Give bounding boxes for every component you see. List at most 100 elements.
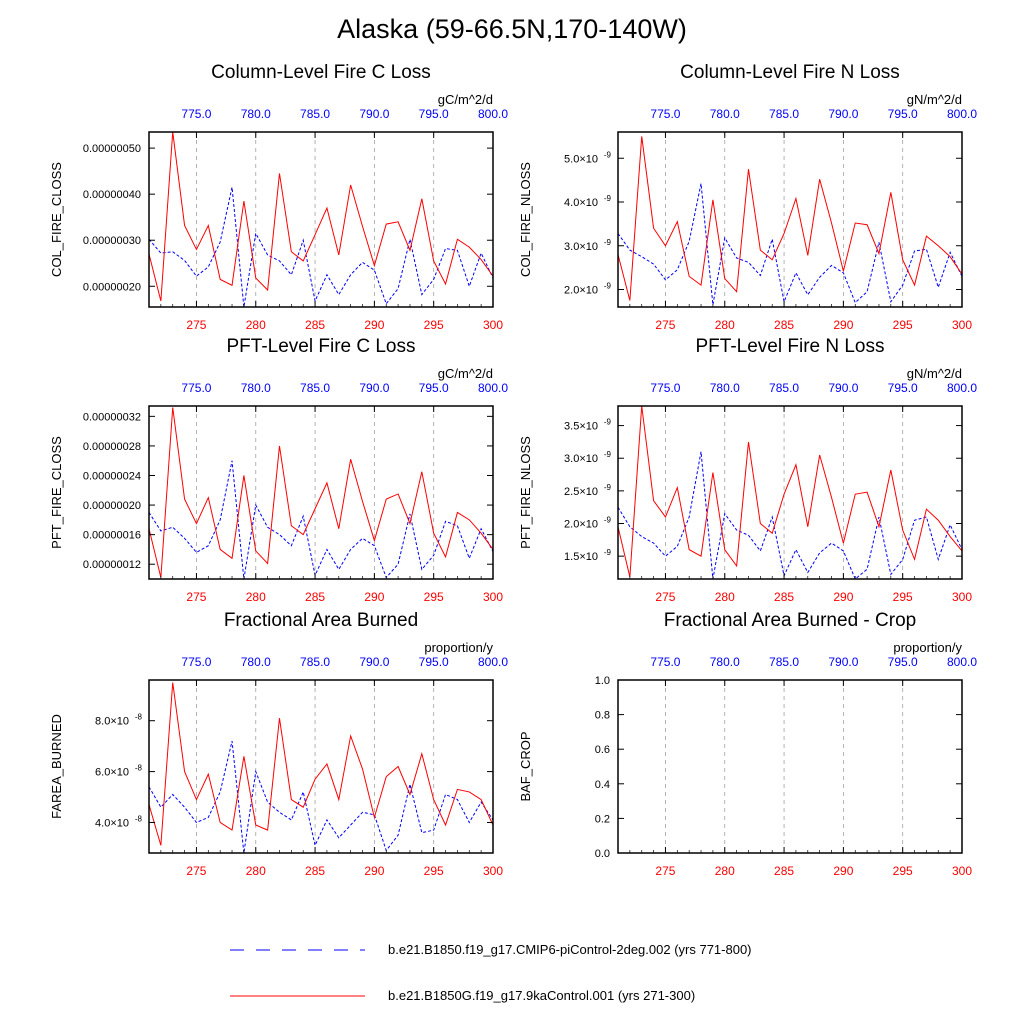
x-tick-label: 290 <box>364 590 384 604</box>
x-top-tick-label: 795.0 <box>419 381 449 395</box>
x-top-tick-label: 780.0 <box>710 381 740 395</box>
units-label: gC/m^2/d <box>438 366 493 381</box>
y-tick-label: 6.0×10 <box>95 767 129 779</box>
y-tick-label: 4.0×10 <box>95 817 129 829</box>
x-top-tick-label: 790.0 <box>359 655 389 669</box>
y-tick-label: 2.0×10 <box>564 285 598 297</box>
x-top-tick-label: 790.0 <box>828 655 858 669</box>
x-tick-label: 280 <box>246 864 266 878</box>
y-tick-label: 3.5×10 <box>564 421 598 433</box>
y-tick-label: 0.00000020 <box>83 500 141 512</box>
units-label: gN/m^2/d <box>907 92 962 107</box>
legend-line-dashed <box>230 949 365 951</box>
y-tick-label: 0.2 <box>595 813 610 825</box>
x-tick-label: 295 <box>893 864 913 878</box>
x-top-tick-label: 795.0 <box>888 107 918 121</box>
y-axis-label: BAF_CROP <box>518 731 533 801</box>
x-top-tick-label: 800.0 <box>478 381 508 395</box>
series-line-piControl <box>617 183 963 305</box>
x-top-tick-label: 780.0 <box>710 107 740 121</box>
y-tick-exponent: -9 <box>604 418 612 427</box>
series-line-piControl <box>617 451 963 580</box>
chart-panel-5: Fractional Area Burned proportion/y 275 280… <box>49 610 508 878</box>
x-tick-label: 290 <box>364 864 384 878</box>
y-tick-exponent: -8 <box>135 814 143 823</box>
series-line-piControl <box>148 187 494 308</box>
y-tick-label: 0.8 <box>595 710 610 722</box>
x-tick-label: 285 <box>774 590 794 604</box>
y-tick-label: 0.0 <box>595 848 610 860</box>
x-top-tick-label: 780.0 <box>241 107 271 121</box>
x-top-tick-label: 785.0 <box>300 655 330 669</box>
series-line-9kaControl <box>617 136 963 301</box>
y-tick-exponent: -8 <box>135 713 143 722</box>
y-tick-label: 0.00000016 <box>83 530 141 542</box>
x-top-tick-label: 785.0 <box>769 381 799 395</box>
y-tick-exponent: -9 <box>604 516 612 525</box>
x-top-tick-label: 785.0 <box>300 381 330 395</box>
y-tick-label: 4.0×10 <box>564 197 598 209</box>
x-top-tick-label: 800.0 <box>947 655 977 669</box>
y-tick-exponent: -9 <box>604 238 612 247</box>
x-top-tick-label: 775.0 <box>181 107 211 121</box>
chart-title: PFT-Level Fire N Loss <box>696 336 885 357</box>
y-axis-label: FAREA_BURNED <box>49 714 64 819</box>
x-top-tick-label: 775.0 <box>181 381 211 395</box>
x-tick-label: 280 <box>246 590 266 604</box>
x-tick-label: 300 <box>483 318 503 332</box>
y-tick-label: 0.00000024 <box>83 470 141 482</box>
chart-title: Fractional Area Burned - Crop <box>664 610 916 631</box>
x-tick-label: 300 <box>952 318 972 332</box>
x-top-tick-label: 785.0 <box>769 107 799 121</box>
y-tick-label: 0.00000030 <box>83 235 141 247</box>
chart-panel-6: Fractional Area Burned - Crop proportion/… <box>518 610 977 878</box>
x-tick-label: 280 <box>715 590 735 604</box>
y-axis-label: COL_FIRE_CLOSS <box>49 162 64 277</box>
y-tick-label: 1.0 <box>595 675 610 687</box>
x-tick-label: 300 <box>483 864 503 878</box>
x-top-tick-label: 785.0 <box>769 655 799 669</box>
x-tick-label: 275 <box>186 318 206 332</box>
main-title: Alaska (59-66.5N,170-140W) <box>337 14 687 44</box>
x-tick-label: 290 <box>833 318 853 332</box>
units-label: proportion/y <box>424 640 493 655</box>
x-tick-label: 275 <box>655 864 675 878</box>
chart-panel-2: Column-Level Fire N Loss gN/m^2/d 275 280 28… <box>518 62 977 332</box>
series-line-9kaControl <box>148 407 494 578</box>
x-top-tick-label: 780.0 <box>710 655 740 669</box>
x-tick-label: 295 <box>424 864 444 878</box>
y-tick-label: 0.00000050 <box>83 143 141 155</box>
legend-label: b.e21.B1850G.f19_g17.9kaControl.001 (yrs… <box>388 988 696 1003</box>
legend-label: b.e21.B1850.f19_g17.CMIP6-piControl-2deg… <box>388 942 752 957</box>
y-tick-label: 2.0×10 <box>564 519 598 531</box>
chart-title: Fractional Area Burned <box>224 610 418 631</box>
x-top-tick-label: 785.0 <box>300 107 330 121</box>
y-axis-label: PFT_FIRE_CLOSS <box>49 436 64 549</box>
x-tick-label: 300 <box>952 590 972 604</box>
chart-title: Column-Level Fire C Loss <box>211 62 431 83</box>
x-top-tick-label: 775.0 <box>650 655 680 669</box>
x-tick-label: 295 <box>424 318 444 332</box>
units-label: gC/m^2/d <box>438 92 493 107</box>
y-axis-label: COL_FIRE_NLOSS <box>518 162 533 277</box>
units-label: gN/m^2/d <box>907 366 962 381</box>
chart-panel-3: PFT-Level Fire C Loss gC/m^2/d 275 280 285 29… <box>49 336 508 604</box>
y-tick-exponent: -9 <box>604 548 612 557</box>
x-tick-label: 285 <box>774 318 794 332</box>
x-top-tick-label: 775.0 <box>181 655 211 669</box>
y-tick-exponent: -9 <box>604 282 612 291</box>
x-tick-label: 300 <box>483 590 503 604</box>
y-tick-label: 0.00000020 <box>83 281 141 293</box>
chart-panel-1: Column-Level Fire C Loss gC/m^2/d 275 280 28… <box>49 62 508 332</box>
y-tick-exponent: -9 <box>604 450 612 459</box>
chart-title: Column-Level Fire N Loss <box>680 62 900 83</box>
x-top-tick-label: 790.0 <box>828 381 858 395</box>
x-top-tick-label: 790.0 <box>359 381 389 395</box>
y-tick-label: 0.00000028 <box>83 441 141 453</box>
x-top-tick-label: 795.0 <box>888 655 918 669</box>
plot-frame <box>617 405 963 580</box>
x-tick-label: 275 <box>186 864 206 878</box>
y-tick-label: 0.00000032 <box>83 411 141 423</box>
chart-panel-4: PFT-Level Fire N Loss gN/m^2/d 275 280 285 29… <box>518 336 977 604</box>
